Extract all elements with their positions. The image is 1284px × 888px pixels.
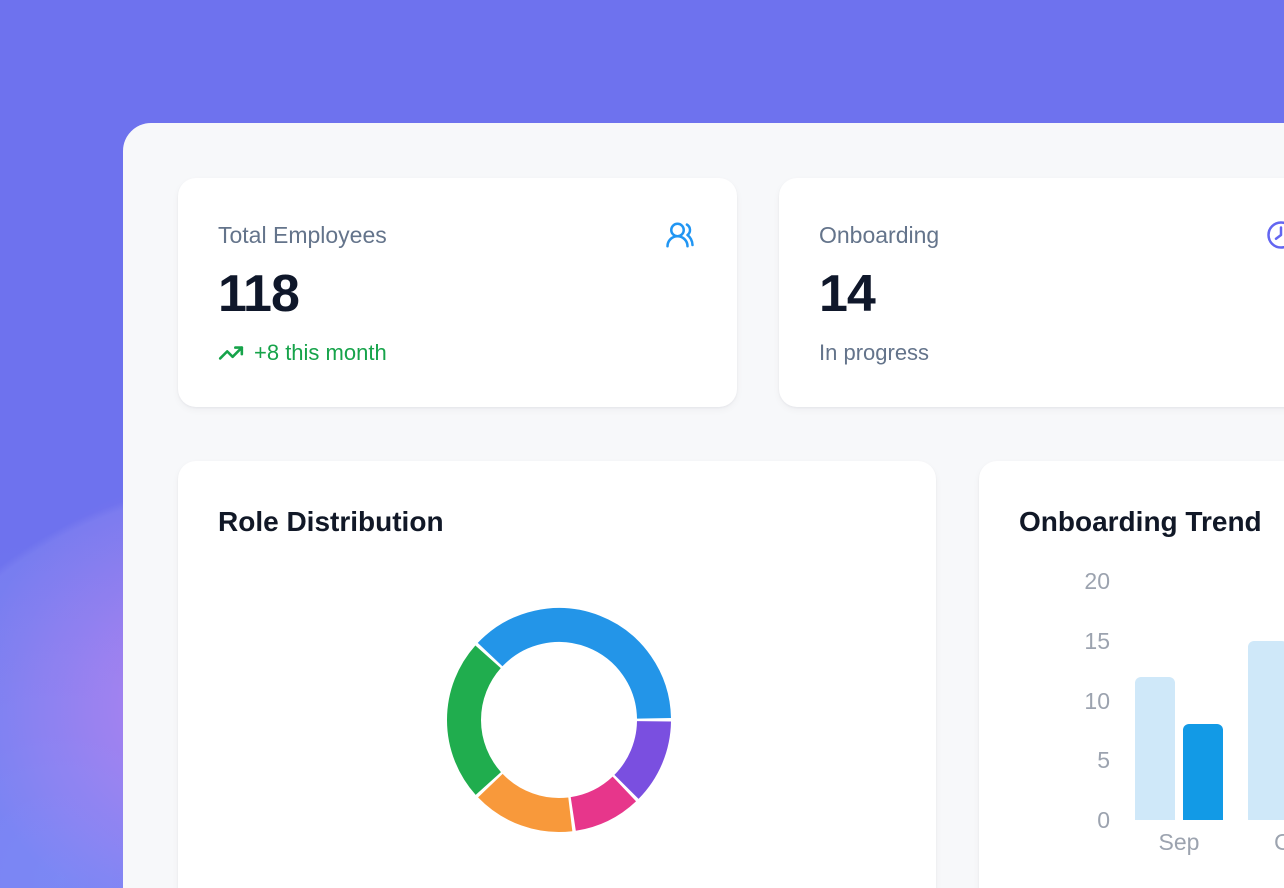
stat-card-header: Total Employees [218,220,695,250]
donut-segment-0 [477,608,671,720]
stat-label: Onboarding [819,222,940,248]
donut-segment-3 [478,773,573,832]
stat-label: Total Employees [218,222,387,248]
x-axis-tick-label: Oct [1274,829,1284,855]
chart-title: Role Distribution [218,506,444,537]
dashboard-panel: Total Employees 118 +8 this [123,123,1284,888]
y-axis-tick-label: 15 [1084,627,1110,654]
onboarding-trend-card: Onboarding Trend 20 15 10 5 0 Sep Oct [979,461,1284,888]
bar-oct-series0 [1248,640,1284,820]
y-axis-tick-label: 10 [1084,687,1110,714]
y-axis-tick-label: 20 [1084,568,1110,594]
bar-sep-series1 [1183,724,1223,820]
stat-card-total-employees: Total Employees 118 +8 this [178,178,737,407]
stat-subtext: In progress [819,340,1284,366]
users-icon [665,220,695,250]
donut-segment-4 [447,645,502,795]
bar-sep-series0 [1135,676,1175,820]
donut-segment-2 [570,776,637,831]
stat-change: +8 this month [218,340,695,366]
x-axis-tick-label: Sep [1158,829,1200,855]
clock-icon [1266,220,1284,250]
stat-change-label: +8 this month [254,340,387,365]
stat-card-onboarding: Onboarding 14 In progress [779,178,1284,407]
role-distribution-donut-chart [178,461,936,888]
onboarding-trend-bar-chart: 20 15 10 5 0 Sep Oct [979,461,1284,888]
chart-title: Onboarding Trend [1019,506,1262,537]
y-axis-tick-label: 0 [1097,807,1110,833]
donut-segment-1 [613,720,671,799]
role-distribution-card: Role Distribution [178,461,936,888]
stat-subtext-label: In progress [819,340,930,365]
y-axis-tick-label: 5 [1097,747,1110,774]
stat-card-header: Onboarding [819,220,1284,250]
stat-value: 14 [819,265,876,323]
stat-value: 118 [218,265,300,323]
trending-up-icon [218,340,244,366]
